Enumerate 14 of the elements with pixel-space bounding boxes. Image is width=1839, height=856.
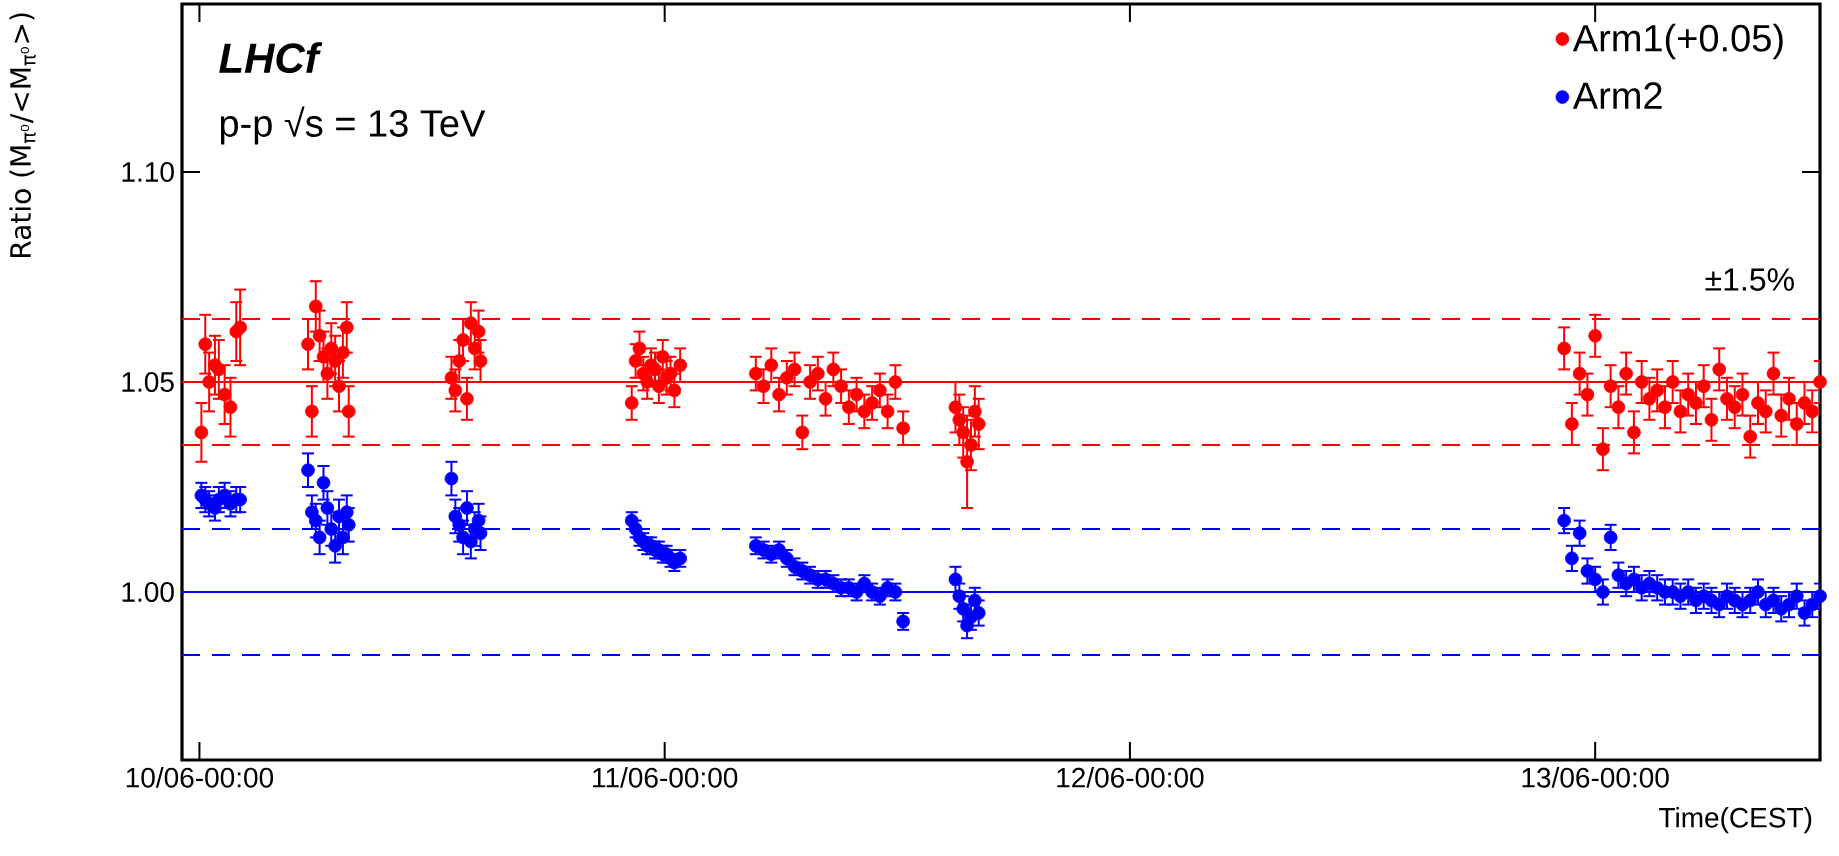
y-tick-label: 1.10: [122, 162, 174, 182]
y-tick-label: 1.00: [122, 582, 174, 602]
x-tick-label: 10/06-00:00: [126, 767, 274, 788]
x-tick-label: 11/06-00:00: [593, 767, 738, 788]
annotation: ±1.5%: [1705, 268, 1794, 291]
annotation: p-p √s = 13 TeV: [220, 106, 486, 145]
y-axis-title: Ratio (M$_{π⁰}$/<M$_{π⁰}$>): [9, 13, 36, 257]
annotation: LHCf: [219, 42, 323, 74]
legend-label: Arm2: [1572, 82, 1662, 109]
x-tick-label: 12/06-00:00: [1057, 767, 1204, 788]
legend-label: Arm1(+0.05): [1572, 23, 1783, 60]
x-axis-title: Time(CEST): [1659, 807, 1812, 834]
y-tick-label: 1.05: [122, 372, 174, 392]
x-tick-label: 13/06-00:00: [1522, 767, 1669, 788]
